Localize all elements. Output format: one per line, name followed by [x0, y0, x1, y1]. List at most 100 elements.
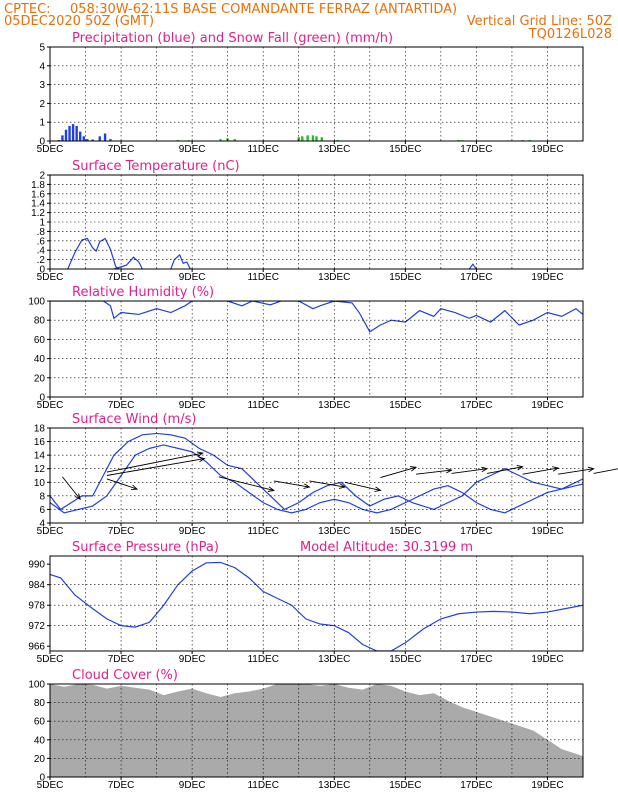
xtick-cloud-7: 19DEC	[531, 780, 563, 791]
xtick-humidity-7: 19DEC	[531, 400, 563, 411]
ytick-temperature-2: .4	[37, 246, 46, 257]
panel-cloud: 0 20 40 60 80 100 5DEC 7DEC 9DEC 11DEC 13DEC 15DEC 1…	[28, 668, 584, 791]
humidity-line-0	[50, 301, 583, 333]
ytick-precipitation-2: 2	[39, 99, 45, 110]
temperature-title: Surface Temperature (nC)	[72, 159, 240, 174]
ytick-humidity-2: 40	[34, 354, 46, 365]
xtick-humidity-4: 13DEC	[318, 400, 350, 411]
temperature-line-3	[468, 263, 477, 269]
xtick-cloud-6: 17DEC	[460, 780, 492, 791]
xtick-cloud-0: 5DEC	[37, 780, 64, 791]
frame-pressure	[49, 555, 584, 652]
bar-snow-8	[301, 136, 304, 141]
pressure-annotation: Model Altitude: 30.3199 m	[300, 540, 473, 555]
ytick-wind-0: 4	[39, 519, 45, 530]
ytick-precipitation-4: 4	[39, 61, 45, 72]
bar-snow-10	[311, 135, 315, 141]
xtick-cloud-2: 9DEC	[179, 780, 206, 791]
bar-precip-4	[71, 124, 75, 141]
wind-arrow-11	[486, 464, 524, 474]
xtick-wind-1: 7DEC	[108, 526, 135, 537]
bar-precip-12	[109, 139, 112, 141]
wind-arrow-14	[593, 468, 618, 474]
frame-humidity	[49, 300, 584, 398]
xtick-cloud-3: 11DEC	[247, 780, 279, 791]
ytick-humidity-3: 60	[34, 335, 46, 346]
ytick-temperature-3: .6	[37, 236, 46, 247]
xtick-wind-7: 19DEC	[531, 526, 563, 537]
wind-arrow-4	[218, 476, 275, 492]
bar-precip-6	[79, 131, 82, 141]
ytick-temperature-1: .2	[37, 255, 46, 266]
xtick-temperature-3: 11DEC	[247, 272, 279, 283]
ytick-cloud-1: 20	[34, 754, 46, 765]
ytick-pressure-3: 984	[28, 580, 45, 591]
ytick-wind-2: 8	[39, 491, 45, 502]
bar-precip-9	[91, 139, 94, 141]
ytick-temperature-0: 0	[39, 265, 45, 276]
ytick-pressure-0: 966	[28, 642, 45, 653]
ytick-precipitation-3: 3	[39, 80, 45, 91]
ytick-pressure-1: 972	[28, 621, 45, 632]
pressure-title: Surface Pressure (hPa)	[72, 540, 219, 555]
ytick-temperature-9: 1.8	[31, 180, 45, 191]
xtick-precipitation-3: 11DEC	[247, 144, 279, 155]
ytick-precipitation-0: 0	[39, 137, 45, 148]
xtick-temperature-1: 7DEC	[108, 272, 135, 283]
ytick-humidity-4: 80	[34, 316, 46, 327]
bar-precip-10	[98, 136, 101, 141]
ytick-wind-5: 14	[34, 451, 46, 462]
wind-arrow-12	[522, 466, 560, 475]
xtick-temperature-0: 5DEC	[37, 272, 64, 283]
xtick-wind-4: 13DEC	[318, 526, 350, 537]
header-source: CPTEC:	[4, 2, 51, 17]
panel-pressure: 966 972 978 984 990 5DEC 7DEC 9DEC 11DEC 13DEC 15D…	[28, 540, 584, 665]
xtick-pressure-1: 7DEC	[108, 654, 135, 665]
xtick-precipitation-0: 5DEC	[37, 144, 64, 155]
wind-arrow-6	[309, 480, 347, 489]
panel-humidity: 0 20 40 60 80 100 5DEC 7DEC 9DEC 11DEC 13DEC 15DEC 1…	[28, 285, 584, 411]
xtick-precipitation-4: 13DEC	[318, 144, 350, 155]
frame-precipitation	[49, 46, 584, 142]
wind-arrow-8	[380, 466, 418, 478]
xtick-temperature-7: 19DEC	[531, 272, 563, 283]
panel-wind: 4 6 8 10 12 14 16 18 5DEC 7DEC 9DEC 11DEC 13DEC 15DEC…	[34, 412, 618, 537]
ytick-wind-6: 16	[34, 437, 46, 448]
xtick-pressure-3: 11DEC	[247, 654, 279, 665]
xtick-precipitation-5: 15DEC	[389, 144, 421, 155]
bar-precip-1	[61, 135, 64, 141]
bar-precip-3	[68, 125, 71, 141]
header-location: 058:30W-62:11S BASE COMANDANTE FERRAZ (A…	[70, 2, 457, 17]
xtick-pressure-7: 19DEC	[531, 654, 563, 665]
ytick-temperature-8: 1.6	[31, 189, 45, 200]
bar-snow-4	[219, 139, 222, 141]
xtick-humidity-2: 9DEC	[179, 400, 206, 411]
bar-snow-6	[233, 139, 236, 141]
xtick-cloud-4: 13DEC	[318, 780, 350, 791]
wind-arrow-5	[273, 480, 311, 489]
ytick-wind-7: 18	[34, 424, 46, 435]
xtick-pressure-5: 15DEC	[389, 654, 421, 665]
xtick-temperature-6: 17DEC	[460, 272, 492, 283]
xtick-pressure-6: 17DEC	[460, 654, 492, 665]
xtick-precipitation-7: 19DEC	[531, 144, 563, 155]
ytick-humidity-5: 100	[28, 297, 45, 308]
ytick-temperature-6: 1.2	[31, 208, 45, 219]
ytick-cloud-3: 60	[34, 717, 46, 728]
temperature-line-2	[170, 253, 191, 269]
xtick-wind-0: 5DEC	[37, 526, 64, 537]
xtick-temperature-4: 13DEC	[318, 272, 350, 283]
xtick-temperature-2: 9DEC	[179, 272, 206, 283]
header-run: 05DEC2020 50Z (GMT)	[4, 14, 154, 29]
xtick-humidity-1: 7DEC	[108, 400, 135, 411]
wind-arrow-0	[62, 476, 81, 501]
xtick-wind-2: 9DEC	[179, 526, 206, 537]
xtick-humidity-5: 15DEC	[389, 400, 421, 411]
xtick-temperature-5: 15DEC	[389, 272, 421, 283]
pressure-line-0	[50, 561, 583, 651]
xtick-precipitation-6: 17DEC	[460, 144, 492, 155]
wind-arrow-2	[106, 456, 206, 476]
xtick-precipitation-1: 7DEC	[108, 144, 135, 155]
ytick-humidity-0: 0	[39, 393, 45, 404]
